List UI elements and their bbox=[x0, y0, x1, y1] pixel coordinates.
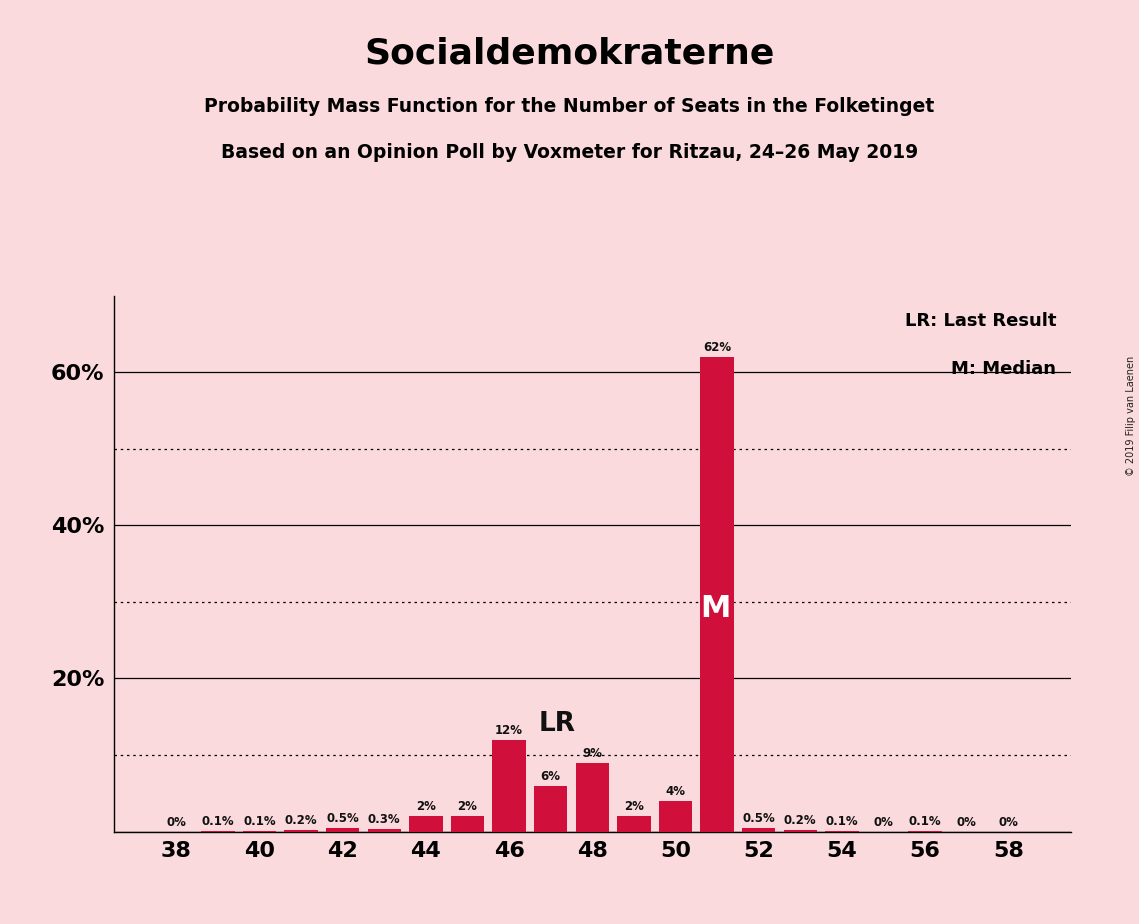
Text: 0.5%: 0.5% bbox=[743, 811, 775, 825]
Text: 0.1%: 0.1% bbox=[202, 815, 235, 828]
Text: 0.2%: 0.2% bbox=[285, 814, 318, 827]
Text: 2%: 2% bbox=[624, 800, 644, 813]
Bar bbox=[617, 816, 650, 832]
Bar bbox=[409, 816, 443, 832]
Text: 0%: 0% bbox=[957, 816, 976, 829]
Bar bbox=[784, 830, 817, 832]
Text: 4%: 4% bbox=[665, 784, 686, 798]
Text: M: M bbox=[699, 594, 730, 623]
Text: LR: Last Result: LR: Last Result bbox=[904, 311, 1056, 330]
Text: 0%: 0% bbox=[998, 816, 1018, 829]
Bar bbox=[658, 801, 693, 832]
Text: 0.3%: 0.3% bbox=[368, 813, 401, 826]
Text: 62%: 62% bbox=[703, 341, 731, 354]
Text: LR: LR bbox=[539, 711, 575, 736]
Bar bbox=[285, 830, 318, 832]
Text: 0%: 0% bbox=[166, 816, 187, 829]
Text: 0.2%: 0.2% bbox=[784, 814, 817, 827]
Bar bbox=[326, 828, 359, 832]
Text: 0.1%: 0.1% bbox=[244, 815, 276, 828]
Text: M: Median: M: Median bbox=[951, 360, 1056, 378]
Bar bbox=[368, 830, 401, 832]
Text: Based on an Opinion Poll by Voxmeter for Ritzau, 24–26 May 2019: Based on an Opinion Poll by Voxmeter for… bbox=[221, 143, 918, 163]
Text: 2%: 2% bbox=[458, 800, 477, 813]
Text: 12%: 12% bbox=[495, 723, 523, 736]
Bar bbox=[492, 740, 526, 832]
Text: 0%: 0% bbox=[874, 816, 893, 829]
Text: 0.1%: 0.1% bbox=[909, 815, 941, 828]
Bar bbox=[451, 816, 484, 832]
Text: Socialdemokraterne: Socialdemokraterne bbox=[364, 37, 775, 71]
Text: 9%: 9% bbox=[582, 747, 603, 760]
Bar bbox=[575, 762, 609, 832]
Text: 0.1%: 0.1% bbox=[826, 815, 858, 828]
Bar bbox=[700, 357, 734, 832]
Text: 6%: 6% bbox=[541, 770, 560, 783]
Bar bbox=[741, 828, 776, 832]
Text: 0.5%: 0.5% bbox=[326, 811, 359, 825]
Bar bbox=[534, 785, 567, 832]
Text: 2%: 2% bbox=[416, 800, 436, 813]
Text: © 2019 Filip van Laenen: © 2019 Filip van Laenen bbox=[1126, 356, 1136, 476]
Text: Probability Mass Function for the Number of Seats in the Folketinget: Probability Mass Function for the Number… bbox=[204, 97, 935, 116]
